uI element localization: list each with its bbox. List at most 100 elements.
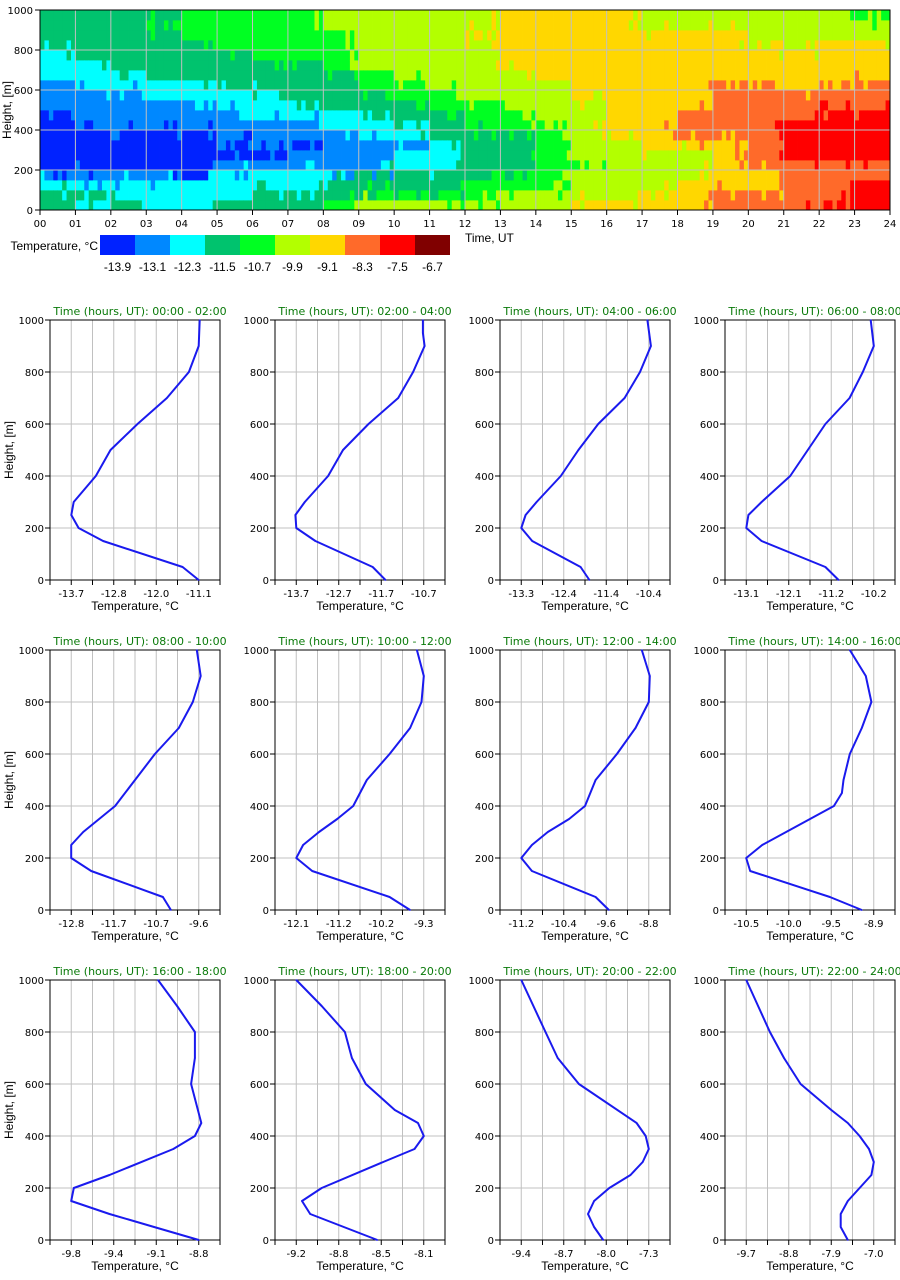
heatmap-cell: [788, 180, 794, 191]
heatmap-cell: [186, 130, 191, 141]
heatmap-x-tick-label: 13: [494, 219, 507, 230]
heatmap-cell: [190, 70, 196, 81]
heatmap-cell: [252, 50, 258, 61]
heatmap-cell: [416, 50, 422, 61]
heatmap-cell: [491, 180, 497, 191]
heatmap-cell: [845, 190, 851, 201]
heatmap-cell: [225, 150, 231, 161]
heatmap-cell: [739, 200, 745, 211]
heatmap-cell: [482, 100, 488, 111]
heatmap-cell: [93, 180, 98, 191]
heatmap-cell: [447, 180, 453, 191]
heatmap-cell: [619, 140, 625, 151]
heatmap-cell: [279, 60, 284, 71]
heatmap-cell: [75, 60, 81, 71]
heatmap-cell: [730, 10, 736, 21]
heatmap-cell: [203, 130, 209, 141]
profile-data-point: [194, 1031, 196, 1033]
heatmap-cell: [115, 190, 121, 201]
heatmap-cell: [354, 90, 360, 101]
heatmap-cell: [212, 40, 218, 51]
heatmap-cell: [398, 170, 404, 181]
heatmap-cell: [203, 10, 209, 21]
heatmap-cell: [40, 170, 45, 181]
heatmap-cell: [810, 10, 816, 21]
profile-y-tick-label: 0: [488, 1236, 494, 1247]
heatmap-cell: [783, 170, 789, 181]
heatmap-cell: [797, 120, 802, 131]
heatmap-cell: [234, 10, 240, 21]
heatmap-cell: [429, 120, 435, 131]
heatmap-cell: [478, 130, 484, 141]
profile-title-separator: -: [634, 305, 645, 318]
heatmap-cell: [819, 100, 824, 111]
heatmap-cell: [279, 180, 284, 191]
heatmap-cell: [270, 110, 276, 121]
heatmap-cell: [57, 60, 63, 71]
heatmap-cell: [664, 180, 670, 191]
heatmap-cell: [695, 130, 701, 141]
heatmap-cell: [460, 160, 466, 171]
heatmap-cell: [531, 100, 537, 111]
heatmap-cell: [859, 130, 864, 141]
heatmap-cell: [119, 60, 125, 71]
heatmap-cell: [217, 90, 222, 101]
heatmap-cell: [681, 60, 687, 71]
heatmap-cell: [128, 180, 134, 191]
heatmap-cell: [872, 120, 878, 131]
heatmap-cell: [748, 20, 754, 31]
heatmap-cell: [783, 40, 789, 51]
heatmap-cell: [668, 190, 674, 201]
profile-data-point: [839, 1213, 842, 1215]
heatmap-cell: [832, 20, 838, 31]
profile-x-tick-label: -9.6: [189, 919, 209, 930]
heatmap-cell: [748, 30, 754, 41]
heatmap-cell: [823, 150, 829, 161]
heatmap-cell: [602, 160, 608, 171]
heatmap-cell: [181, 160, 187, 171]
heatmap-cell: [593, 200, 599, 211]
heatmap-cell: [75, 140, 81, 151]
heatmap-cell: [411, 30, 417, 41]
heatmap-cell: [327, 150, 333, 161]
heatmap-cell: [721, 80, 727, 91]
heatmap-cell: [411, 180, 417, 191]
heatmap-cell: [177, 200, 183, 211]
heatmap-cell: [500, 130, 506, 141]
heatmap-cell: [407, 200, 413, 211]
heatmap-cell: [442, 50, 448, 61]
heatmap-cell: [850, 190, 855, 201]
heatmap-cell: [544, 190, 550, 201]
heatmap-cell: [279, 40, 284, 51]
heatmap-cell: [70, 150, 76, 161]
heatmap-cell: [48, 20, 54, 31]
heatmap-cell: [624, 150, 630, 161]
heatmap-cell: [411, 20, 417, 31]
heatmap-cell: [283, 160, 289, 171]
heatmap-cell: [637, 160, 643, 171]
heatmap-cell: [695, 50, 701, 61]
heatmap-cell: [394, 120, 399, 131]
heatmap-cell: [478, 170, 484, 181]
heatmap-cell: [460, 140, 466, 151]
heatmap-cell: [141, 150, 147, 161]
profile-title: Time (hours, UT): 02:00 - 04:00: [277, 305, 451, 318]
heatmap-cell: [779, 130, 785, 141]
heatmap-cell: [650, 40, 656, 51]
heatmap-cell: [681, 10, 687, 21]
heatmap-cell: [553, 100, 559, 111]
heatmap-cell: [642, 40, 647, 51]
heatmap-cell: [872, 110, 878, 121]
heatmap-cell: [766, 200, 771, 211]
heatmap-cell: [416, 200, 422, 211]
heatmap-cell: [518, 90, 523, 101]
heatmap-cell: [726, 160, 732, 171]
heatmap-cell: [447, 50, 453, 61]
heatmap-cell: [584, 30, 590, 41]
heatmap-cell: [168, 130, 174, 141]
heatmap-cell: [500, 120, 506, 131]
heatmap-cell: [146, 10, 152, 21]
profile-y-tick-label: 800: [25, 368, 44, 379]
heatmap-cell: [190, 90, 196, 101]
heatmap-cell: [411, 170, 417, 181]
